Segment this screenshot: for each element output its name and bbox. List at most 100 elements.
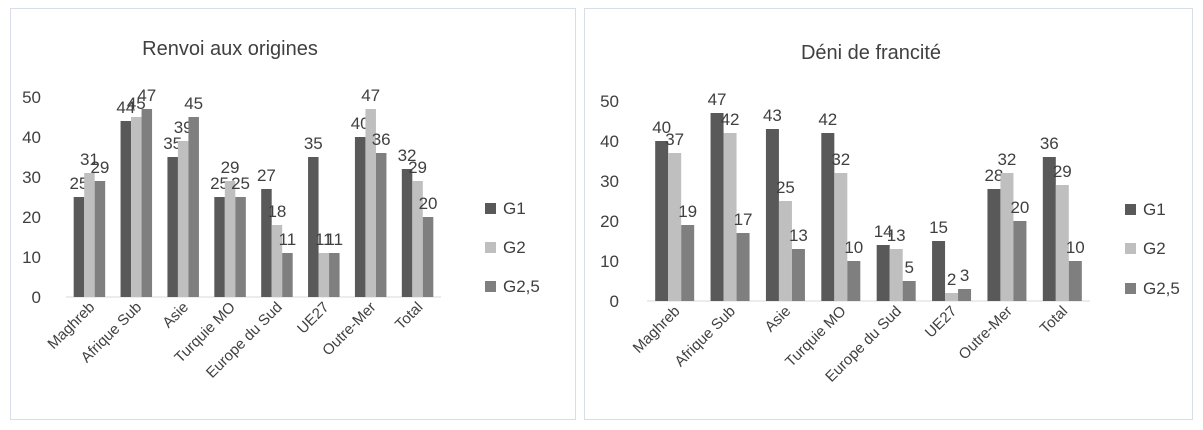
bar-G2-3: [224, 181, 236, 297]
data-label: 47: [137, 86, 156, 105]
data-label: 47: [708, 90, 727, 109]
bar-G2-3: [834, 173, 848, 301]
bar-G1-2: [765, 129, 779, 301]
chart-panel-deni: Déni de francité 0 10 20 30 40 50 40 47 43 42 14 15…: [584, 8, 1193, 420]
bar-G25-7: [1068, 261, 1082, 301]
data-label: 3: [960, 266, 969, 285]
bar-G2-2: [177, 141, 189, 297]
bar-G2-1: [723, 133, 737, 301]
y-tick-label: 30: [600, 172, 619, 191]
data-label: 29: [1053, 162, 1072, 181]
bar-G25-3: [235, 197, 246, 297]
data-label: 40: [351, 114, 370, 133]
bar-G1-6: [354, 137, 366, 297]
legend-swatch: [1125, 243, 1136, 254]
data-label: 35: [304, 134, 323, 153]
y-tick-label: 0: [32, 288, 41, 307]
data-label: 28: [984, 166, 1003, 185]
data-label: 15: [929, 218, 948, 237]
bar-G25-6: [375, 153, 387, 297]
bar-G25-2: [791, 249, 805, 301]
data-label: 36: [372, 130, 391, 149]
data-label: 25: [776, 178, 795, 197]
data-label: 39: [174, 118, 193, 137]
bar-G1-1: [120, 121, 132, 297]
y-tick-label: 50: [22, 88, 41, 107]
data-label: 29: [90, 158, 109, 177]
y-tick-label: 10: [22, 248, 41, 267]
bar-G25-1: [736, 233, 750, 301]
legend-label: G2,5: [1143, 279, 1180, 298]
bar-G1-6: [987, 189, 1001, 301]
y-tick-label: 50: [600, 92, 619, 111]
bar-G1-0: [73, 197, 85, 297]
bar-G2-4: [271, 225, 283, 297]
bar-G1-5: [932, 241, 946, 301]
bar-G25-4: [902, 281, 916, 301]
legend-swatch: [1125, 204, 1136, 215]
data-label: 19: [678, 202, 697, 221]
data-label: 10: [1066, 238, 1085, 257]
data-label: 31: [80, 150, 99, 169]
bar-G1-2: [167, 157, 178, 297]
bar-G25-7: [422, 217, 434, 297]
y-tick-label: 20: [22, 208, 41, 227]
bar-G2-5: [318, 253, 330, 297]
legend-label: G2: [1143, 239, 1166, 258]
data-label: 37: [665, 130, 684, 149]
data-label: 47: [361, 86, 380, 105]
data-label: 5: [904, 258, 913, 277]
bar-G2-0: [84, 173, 95, 297]
category-label: Asie: [159, 299, 192, 332]
bar-G25-0: [681, 225, 695, 301]
data-label: 32: [831, 150, 850, 169]
data-label: 13: [887, 226, 906, 245]
legend-label: G2: [503, 238, 526, 257]
legend-swatch: [485, 281, 496, 292]
legend-label: G1: [503, 199, 526, 218]
data-label: 45: [127, 94, 146, 113]
y-tick-label: 10: [600, 252, 619, 271]
chart-deni-de-francite: Déni de francité 0 10 20 30 40 50 40 47 43 42 14 15…: [600, 42, 1180, 386]
data-label: 27: [257, 166, 276, 185]
data-label: 40: [652, 118, 671, 137]
data-label: 17: [734, 210, 753, 229]
data-label: 25: [231, 174, 250, 193]
category-label: UE27: [294, 299, 333, 338]
data-label: 18: [267, 202, 286, 221]
data-label: 42: [721, 110, 740, 129]
bar-G2-7: [1055, 185, 1069, 301]
data-label: 13: [789, 226, 808, 245]
category-label: Outre-Mer: [955, 303, 1015, 363]
bar-G1-5: [308, 157, 319, 297]
data-label: 45: [184, 94, 203, 113]
bar-G2-7: [412, 181, 423, 297]
bar-G1-7: [401, 169, 413, 297]
bar-G1-4: [261, 189, 272, 297]
bar-G1-0: [655, 141, 669, 301]
bar-G25-0: [94, 181, 106, 297]
bar-G25-3: [847, 261, 861, 301]
category-label: Total: [1037, 303, 1071, 337]
data-label: 43: [763, 106, 782, 125]
y-tick-label: 0: [610, 292, 619, 311]
bar-G25-1: [141, 109, 153, 297]
legend-label: G2,5: [503, 277, 540, 296]
data-label: 20: [1010, 198, 1029, 217]
bar-G1-1: [710, 113, 724, 301]
chart-title: Déni de francité: [801, 42, 941, 64]
data-label: 25: [69, 174, 88, 193]
bar-G1-3: [821, 133, 835, 301]
bar-G25-5: [958, 289, 972, 301]
bar-G25-2: [188, 117, 199, 297]
category-label: Asie: [762, 303, 795, 336]
category-label: Maghreb: [630, 303, 684, 357]
bar-G25-5: [329, 253, 340, 297]
data-label: 20: [419, 194, 438, 213]
legend-swatch: [1125, 283, 1136, 294]
bar-G25-4: [282, 253, 293, 297]
bar-G2-5: [945, 293, 959, 301]
y-tick-label: 40: [22, 128, 41, 147]
data-label: 29: [408, 158, 427, 177]
